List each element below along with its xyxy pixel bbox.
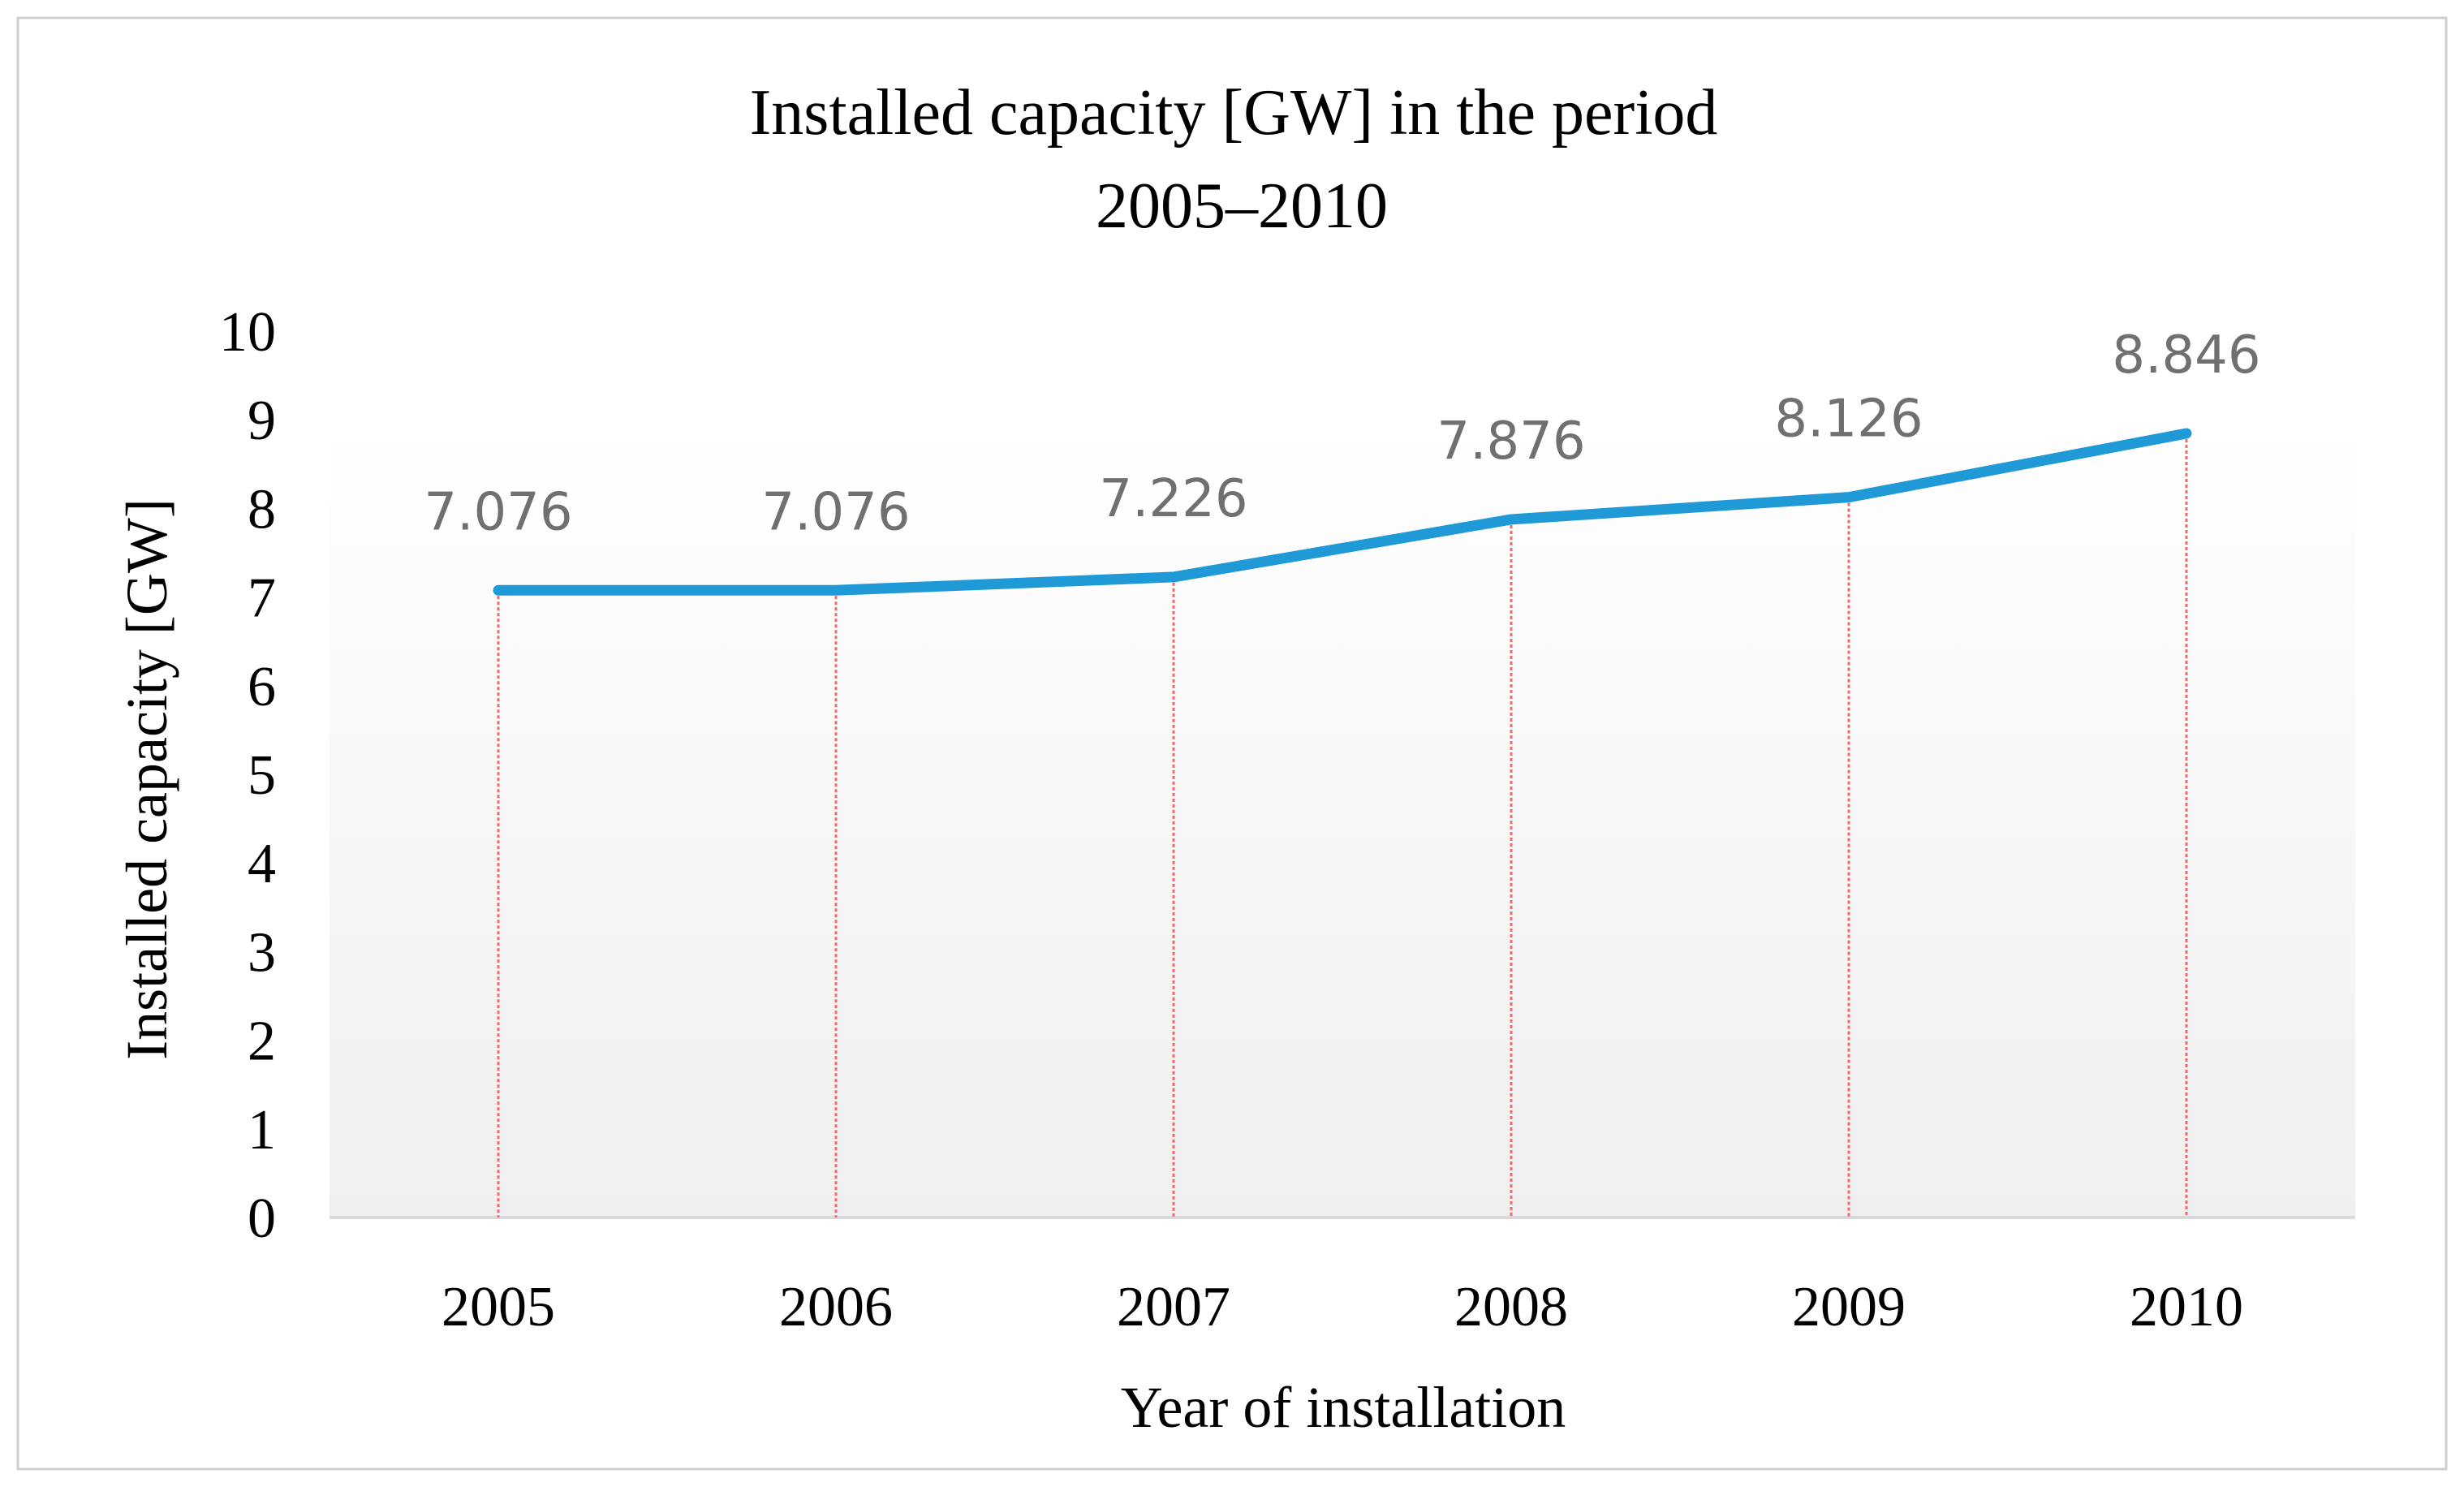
- plot-area: [330, 422, 2355, 1217]
- data-labels: 7.076 7.076 7.226 7.876 8.126 8.846: [424, 325, 2260, 542]
- data-label: 7.876: [1437, 412, 1585, 472]
- data-point: [831, 585, 841, 596]
- chart-subtitle: 2005–2010: [1096, 170, 1388, 242]
- y-tick-label: 2: [248, 1011, 276, 1073]
- data-label: 7.076: [424, 482, 572, 542]
- y-tick-label: 10: [219, 301, 276, 364]
- series-line: [493, 428, 2192, 596]
- x-tick-label: 2008: [1454, 1276, 1568, 1338]
- x-tick-label: 2009: [1792, 1276, 1906, 1338]
- x-tick-label: 2005: [442, 1276, 555, 1338]
- y-tick-label: 6: [248, 656, 276, 718]
- x-axis-title: Year of installation: [1121, 1375, 1566, 1440]
- data-label: 8.126: [1774, 390, 1923, 450]
- y-tick-label: 5: [248, 744, 276, 807]
- y-tick-label: 9: [248, 390, 276, 452]
- y-tick-label: 4: [248, 833, 276, 895]
- series-group: [493, 428, 2192, 596]
- x-tick-label: 2010: [2130, 1276, 2243, 1338]
- y-tick-label: 7: [248, 567, 276, 630]
- data-point: [493, 585, 503, 596]
- chart-title: Installed capacity [GW] in the period: [750, 77, 1718, 149]
- data-point: [1506, 514, 1516, 524]
- y-tick-label: 0: [248, 1187, 276, 1250]
- data-point: [2182, 429, 2191, 439]
- y-axis-tick-labels: 0 1 2 3 4 5 6 7 8 9 10: [219, 301, 276, 1250]
- x-tick-label: 2006: [779, 1276, 893, 1338]
- data-label: 7.076: [761, 482, 910, 542]
- data-point: [1169, 571, 1178, 582]
- data-point: [1844, 492, 1854, 502]
- drop-lines: [497, 433, 2188, 1217]
- data-label: 7.226: [1099, 469, 1247, 529]
- y-tick-label: 3: [248, 921, 276, 984]
- x-tick-label: 2007: [1117, 1276, 1230, 1338]
- y-tick-label: 1: [248, 1099, 276, 1161]
- y-tick-label: 8: [248, 478, 276, 541]
- data-label: 8.846: [2112, 325, 2260, 386]
- x-axis-tick-labels: 2005 2006 2007 2008 2009 2010: [442, 1276, 2243, 1338]
- y-axis-title: Installed capacity [GW]: [114, 498, 179, 1060]
